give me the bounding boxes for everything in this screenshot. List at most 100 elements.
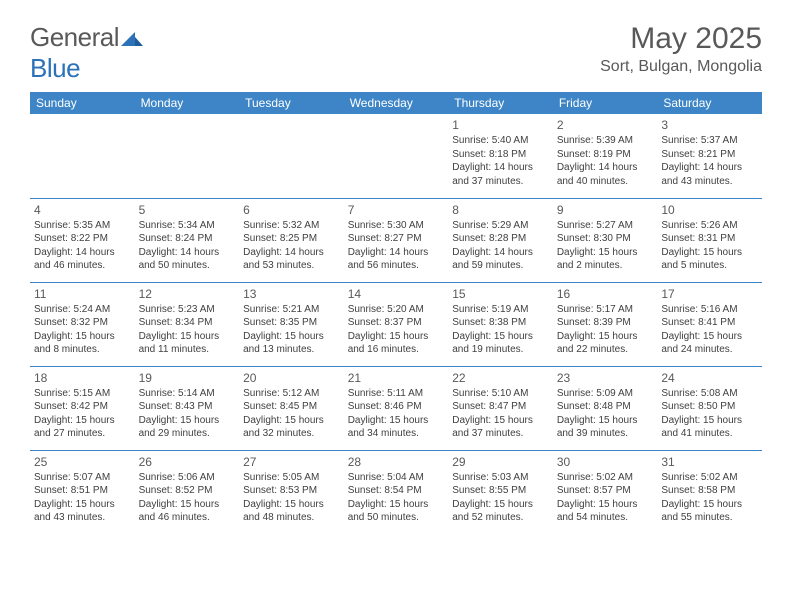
day-number: 7 (348, 202, 445, 218)
daylight-text: Daylight: 15 hours and 24 minutes. (661, 330, 758, 357)
daylight-text: Daylight: 14 hours and 43 minutes. (661, 161, 758, 188)
calendar-day-cell: 30Sunrise: 5:02 AMSunset: 8:57 PMDayligh… (553, 450, 658, 534)
sunrise-text: Sunrise: 5:26 AM (661, 219, 758, 233)
sunrise-text: Sunrise: 5:16 AM (661, 303, 758, 317)
sunset-text: Sunset: 8:24 PM (139, 232, 236, 246)
day-number: 6 (243, 202, 340, 218)
day-number: 23 (557, 370, 654, 386)
sunset-text: Sunset: 8:31 PM (661, 232, 758, 246)
day-number: 10 (661, 202, 758, 218)
sunset-text: Sunset: 8:47 PM (452, 400, 549, 414)
calendar-week-row: 4Sunrise: 5:35 AMSunset: 8:22 PMDaylight… (30, 198, 762, 282)
title-block: May 2025 Sort, Bulgan, Mongolia (600, 22, 762, 76)
sunset-text: Sunset: 8:45 PM (243, 400, 340, 414)
day-number: 15 (452, 286, 549, 302)
day-number: 9 (557, 202, 654, 218)
sunset-text: Sunset: 8:58 PM (661, 484, 758, 498)
daylight-text: Daylight: 14 hours and 59 minutes. (452, 246, 549, 273)
weekday-header: Saturday (657, 92, 762, 114)
calendar-day-cell: 7Sunrise: 5:30 AMSunset: 8:27 PMDaylight… (344, 198, 449, 282)
day-number: 31 (661, 454, 758, 470)
day-number: 4 (34, 202, 131, 218)
calendar-week-row: 11Sunrise: 5:24 AMSunset: 8:32 PMDayligh… (30, 282, 762, 366)
sunset-text: Sunset: 8:46 PM (348, 400, 445, 414)
weekday-header: Tuesday (239, 92, 344, 114)
calendar-day-cell (239, 114, 344, 198)
day-number: 18 (34, 370, 131, 386)
weekday-header: Thursday (448, 92, 553, 114)
sunset-text: Sunset: 8:51 PM (34, 484, 131, 498)
day-number: 21 (348, 370, 445, 386)
header: GeneralBlue May 2025 Sort, Bulgan, Mongo… (30, 22, 762, 84)
daylight-text: Daylight: 15 hours and 55 minutes. (661, 498, 758, 525)
daylight-text: Daylight: 15 hours and 11 minutes. (139, 330, 236, 357)
sunset-text: Sunset: 8:19 PM (557, 148, 654, 162)
calendar-day-cell: 8Sunrise: 5:29 AMSunset: 8:28 PMDaylight… (448, 198, 553, 282)
day-number: 29 (452, 454, 549, 470)
weekday-header-row: Sunday Monday Tuesday Wednesday Thursday… (30, 92, 762, 114)
sunset-text: Sunset: 8:28 PM (452, 232, 549, 246)
daylight-text: Daylight: 14 hours and 40 minutes. (557, 161, 654, 188)
sunset-text: Sunset: 8:34 PM (139, 316, 236, 330)
sunrise-text: Sunrise: 5:32 AM (243, 219, 340, 233)
calendar-table: Sunday Monday Tuesday Wednesday Thursday… (30, 92, 762, 534)
daylight-text: Daylight: 15 hours and 46 minutes. (139, 498, 236, 525)
daylight-text: Daylight: 15 hours and 16 minutes. (348, 330, 445, 357)
sunrise-text: Sunrise: 5:02 AM (661, 471, 758, 485)
sunrise-text: Sunrise: 5:34 AM (139, 219, 236, 233)
sunset-text: Sunset: 8:55 PM (452, 484, 549, 498)
daylight-text: Daylight: 15 hours and 29 minutes. (139, 414, 236, 441)
daylight-text: Daylight: 15 hours and 5 minutes. (661, 246, 758, 273)
calendar-day-cell: 25Sunrise: 5:07 AMSunset: 8:51 PMDayligh… (30, 450, 135, 534)
daylight-text: Daylight: 15 hours and 8 minutes. (34, 330, 131, 357)
location-label: Sort, Bulgan, Mongolia (600, 58, 762, 76)
sunrise-text: Sunrise: 5:14 AM (139, 387, 236, 401)
sunrise-text: Sunrise: 5:19 AM (452, 303, 549, 317)
sunrise-text: Sunrise: 5:29 AM (452, 219, 549, 233)
daylight-text: Daylight: 15 hours and 48 minutes. (243, 498, 340, 525)
sunrise-text: Sunrise: 5:12 AM (243, 387, 340, 401)
brand-part2: Blue (30, 53, 80, 83)
sunset-text: Sunset: 8:22 PM (34, 232, 131, 246)
daylight-text: Daylight: 15 hours and 43 minutes. (34, 498, 131, 525)
daylight-text: Daylight: 15 hours and 27 minutes. (34, 414, 131, 441)
brand-logo: GeneralBlue (30, 22, 145, 84)
sunrise-text: Sunrise: 5:05 AM (243, 471, 340, 485)
calendar-day-cell: 26Sunrise: 5:06 AMSunset: 8:52 PMDayligh… (135, 450, 240, 534)
sunrise-text: Sunrise: 5:04 AM (348, 471, 445, 485)
daylight-text: Daylight: 15 hours and 19 minutes. (452, 330, 549, 357)
sunrise-text: Sunrise: 5:07 AM (34, 471, 131, 485)
calendar-day-cell: 18Sunrise: 5:15 AMSunset: 8:42 PMDayligh… (30, 366, 135, 450)
calendar-day-cell: 22Sunrise: 5:10 AMSunset: 8:47 PMDayligh… (448, 366, 553, 450)
calendar-day-cell: 28Sunrise: 5:04 AMSunset: 8:54 PMDayligh… (344, 450, 449, 534)
sunset-text: Sunset: 8:38 PM (452, 316, 549, 330)
sunset-text: Sunset: 8:37 PM (348, 316, 445, 330)
weekday-header: Wednesday (344, 92, 449, 114)
daylight-text: Daylight: 15 hours and 54 minutes. (557, 498, 654, 525)
sunset-text: Sunset: 8:21 PM (661, 148, 758, 162)
sunset-text: Sunset: 8:32 PM (34, 316, 131, 330)
calendar-day-cell: 9Sunrise: 5:27 AMSunset: 8:30 PMDaylight… (553, 198, 658, 282)
calendar-day-cell: 19Sunrise: 5:14 AMSunset: 8:43 PMDayligh… (135, 366, 240, 450)
day-number: 22 (452, 370, 549, 386)
calendar-day-cell: 6Sunrise: 5:32 AMSunset: 8:25 PMDaylight… (239, 198, 344, 282)
calendar-week-row: 1Sunrise: 5:40 AMSunset: 8:18 PMDaylight… (30, 114, 762, 198)
sunrise-text: Sunrise: 5:35 AM (34, 219, 131, 233)
calendar-day-cell: 10Sunrise: 5:26 AMSunset: 8:31 PMDayligh… (657, 198, 762, 282)
day-number: 30 (557, 454, 654, 470)
daylight-text: Daylight: 15 hours and 13 minutes. (243, 330, 340, 357)
calendar-day-cell (30, 114, 135, 198)
calendar-day-cell: 12Sunrise: 5:23 AMSunset: 8:34 PMDayligh… (135, 282, 240, 366)
daylight-text: Daylight: 15 hours and 50 minutes. (348, 498, 445, 525)
calendar-day-cell: 27Sunrise: 5:05 AMSunset: 8:53 PMDayligh… (239, 450, 344, 534)
sunrise-text: Sunrise: 5:37 AM (661, 134, 758, 148)
daylight-text: Daylight: 14 hours and 56 minutes. (348, 246, 445, 273)
day-number: 19 (139, 370, 236, 386)
calendar-week-row: 25Sunrise: 5:07 AMSunset: 8:51 PMDayligh… (30, 450, 762, 534)
calendar-day-cell: 31Sunrise: 5:02 AMSunset: 8:58 PMDayligh… (657, 450, 762, 534)
daylight-text: Daylight: 14 hours and 46 minutes. (34, 246, 131, 273)
daylight-text: Daylight: 15 hours and 2 minutes. (557, 246, 654, 273)
sunset-text: Sunset: 8:42 PM (34, 400, 131, 414)
daylight-text: Daylight: 15 hours and 34 minutes. (348, 414, 445, 441)
day-number: 25 (34, 454, 131, 470)
